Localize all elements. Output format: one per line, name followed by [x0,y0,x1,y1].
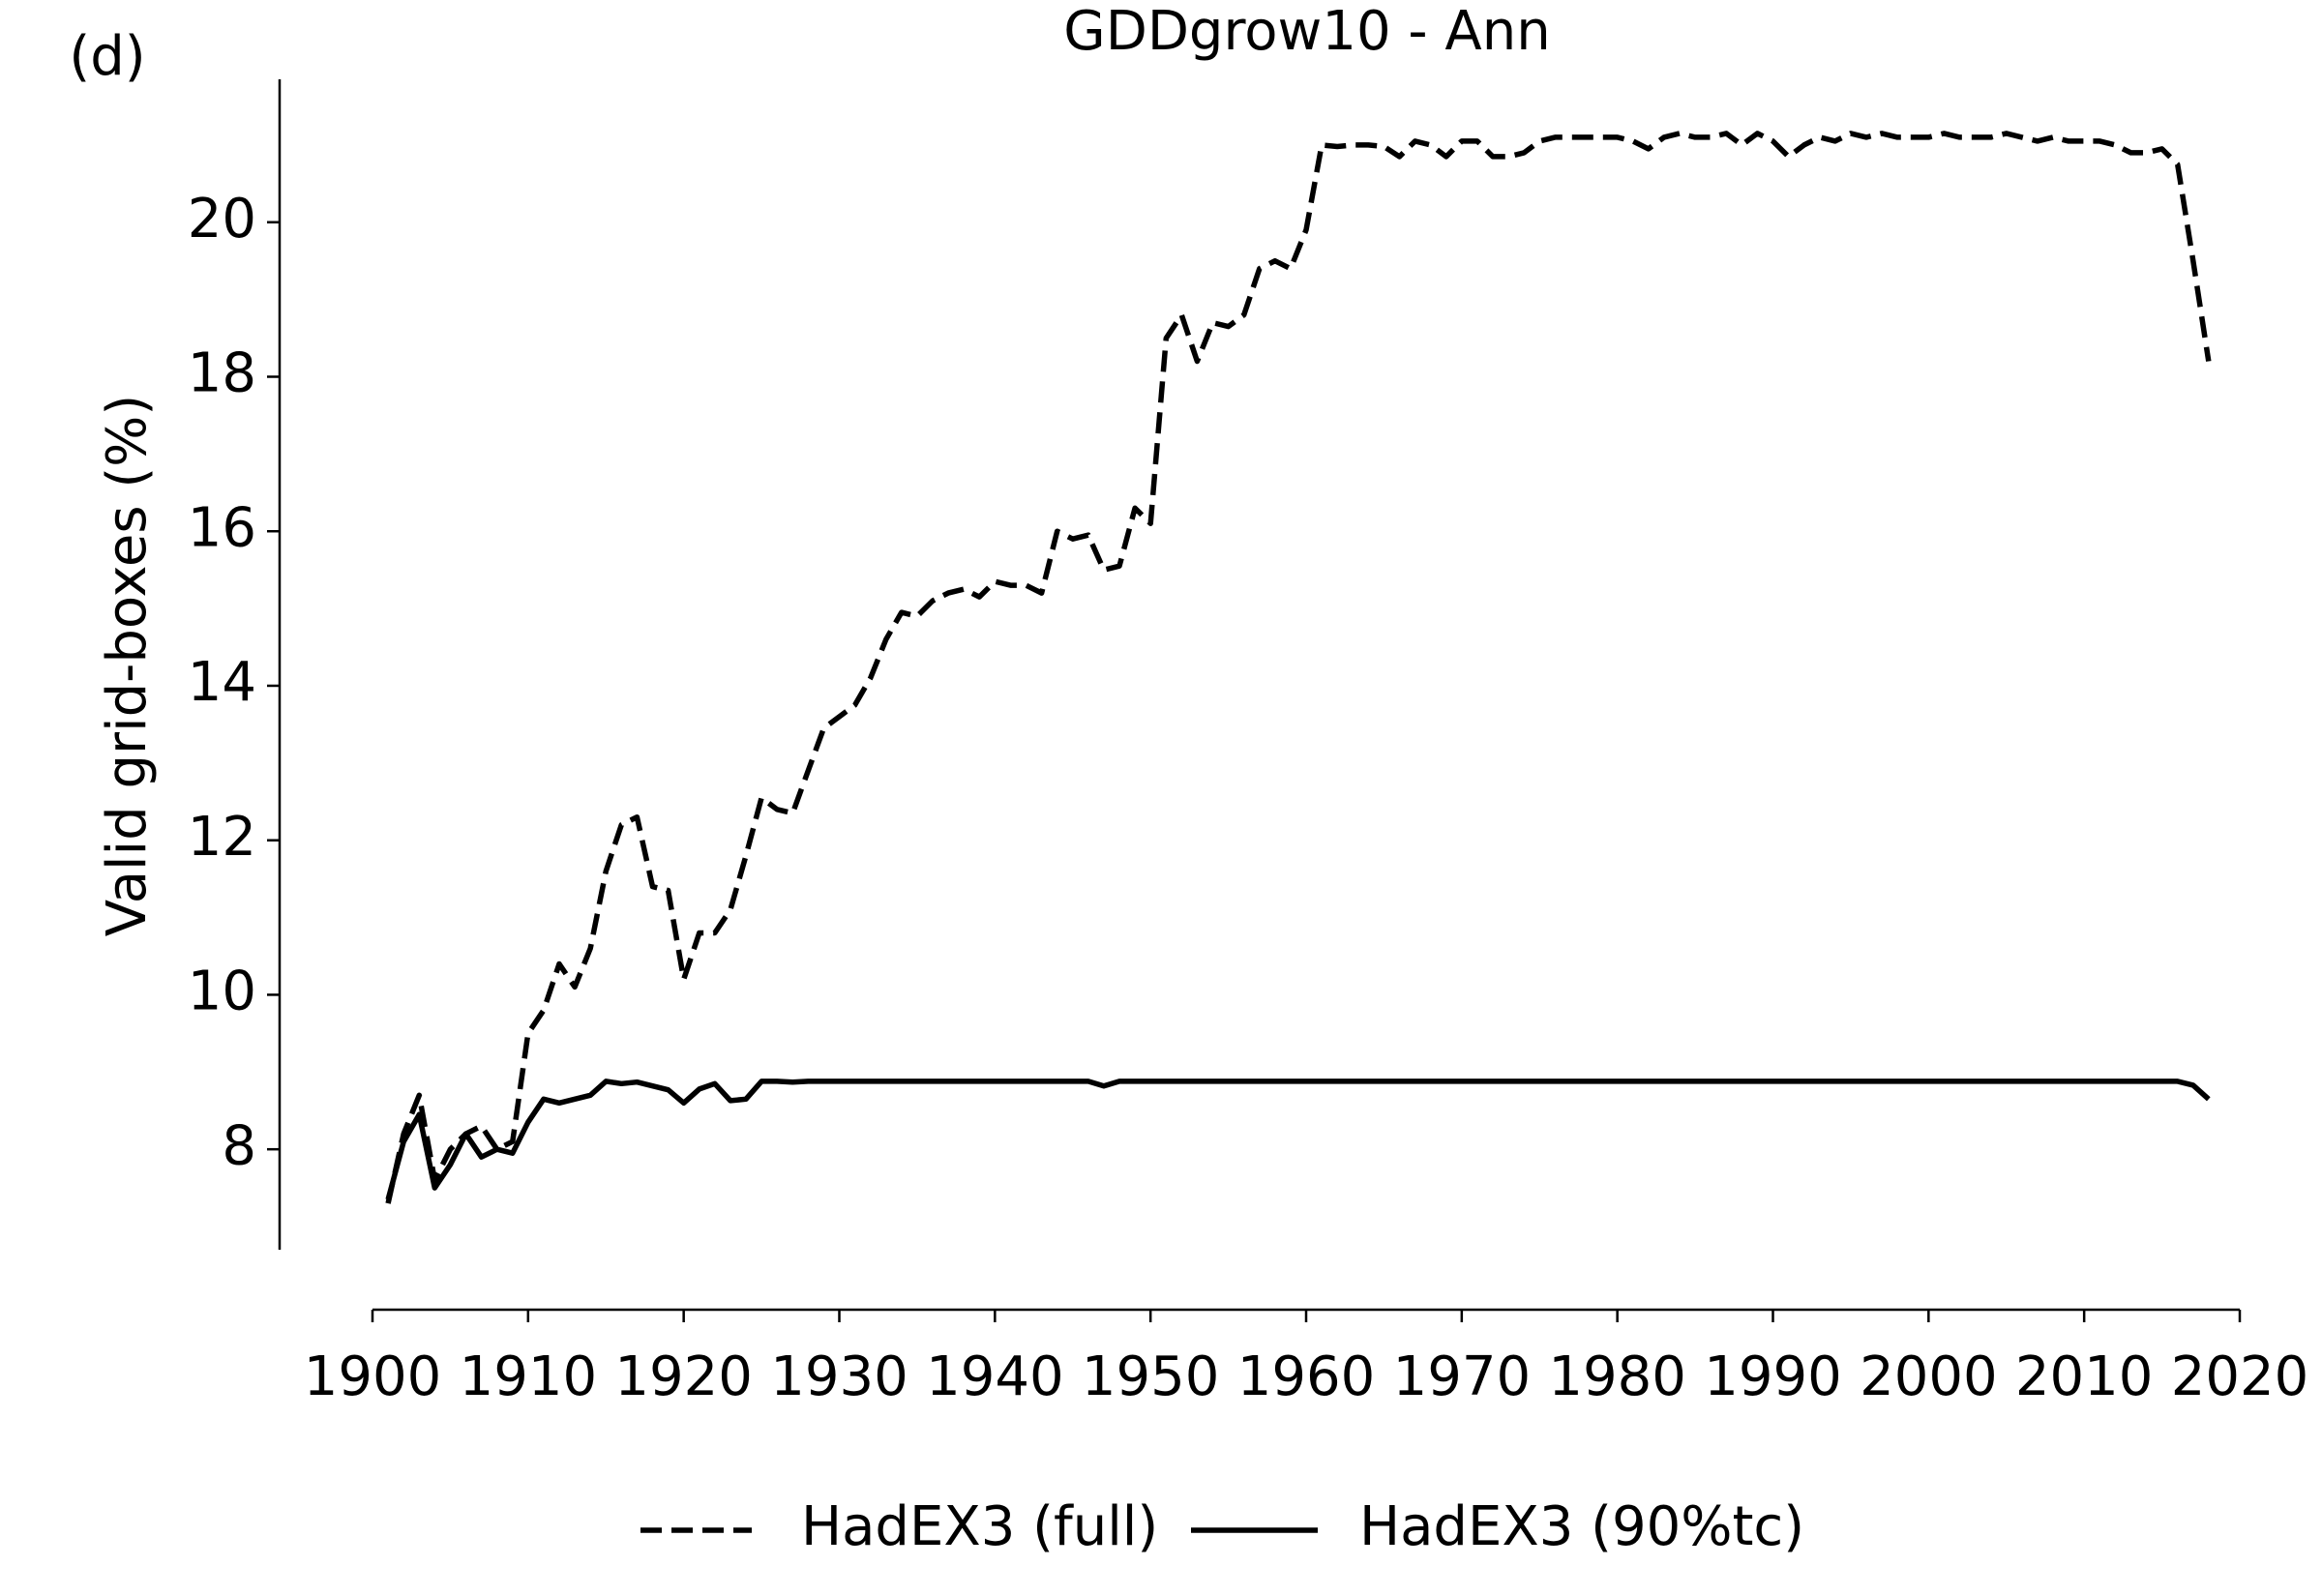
y-tick-label: 14 [188,651,256,714]
x-tick-label: 2010 [2015,1345,2154,1408]
y-tick-label: 8 [222,1114,256,1177]
x-tick-label: 1970 [1393,1345,1532,1408]
series-line [385,1079,2211,1200]
x-tick-label: 1930 [770,1345,908,1408]
x-tick-label: 1990 [1704,1345,1842,1408]
chart-title: GDDgrow10 - Ann [1063,0,1550,63]
x-tick-label: 2020 [2171,1345,2309,1408]
legend-label: HadEX3 (90%tc) [1359,1495,1804,1558]
y-axis-label: Valid grid-boxes (%) [96,395,159,936]
x-tick-label: 1900 [304,1345,442,1408]
series-line [385,131,2212,1204]
y-tick-label: 12 [188,806,256,869]
x-tick-label: 1910 [460,1345,598,1408]
x-tick-label: 1950 [1082,1345,1220,1408]
y-tick-label: 20 [188,188,256,251]
legend-label: HadEX3 (full) [801,1495,1158,1558]
y-tick-label: 16 [188,496,256,559]
x-tick-label: 2000 [1860,1345,1998,1408]
y-tick-label: 10 [188,961,256,1023]
y-tick-label: 18 [188,342,256,405]
x-tick-label: 1920 [614,1345,753,1408]
x-tick-label: 1940 [926,1345,1064,1408]
x-tick-label: 1960 [1237,1345,1376,1408]
x-tick-label: 1980 [1548,1345,1686,1408]
panel-label: (d) [69,25,145,88]
